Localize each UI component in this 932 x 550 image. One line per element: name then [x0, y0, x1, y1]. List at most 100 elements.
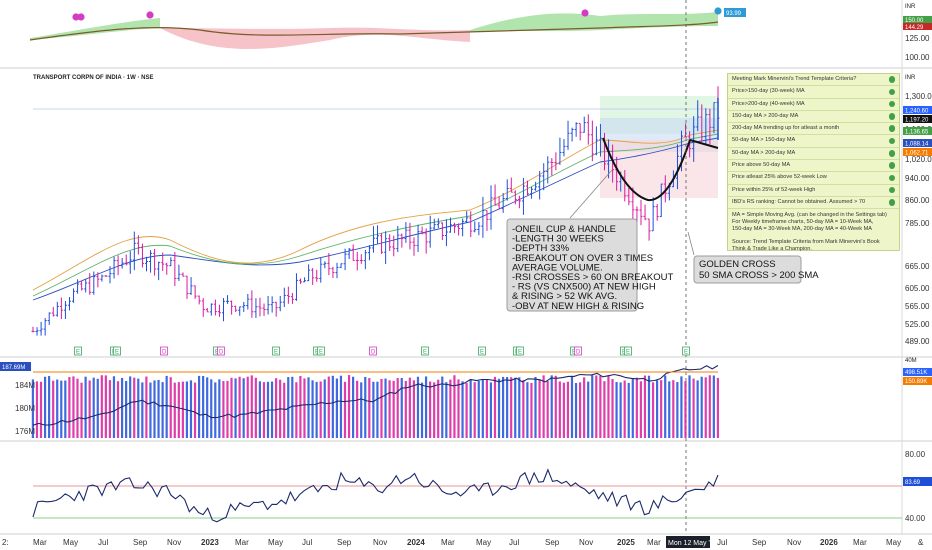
- volume-bar: [173, 382, 176, 438]
- earnings-marker[interactable]: [272, 346, 280, 356]
- volume-bar: [603, 381, 606, 438]
- earnings-marker[interactable]: [624, 346, 632, 356]
- volume-bar: [153, 380, 156, 438]
- volume-bar: [412, 380, 416, 438]
- volume-bar: [169, 377, 172, 438]
- price-axis-tick: 605.00: [905, 284, 930, 293]
- earnings-marker[interactable]: [113, 346, 121, 356]
- price-axis-tick: 565.00: [905, 302, 930, 311]
- criteria-label: IBD's RS ranking: Cannot be obtained. As…: [732, 198, 866, 205]
- volume-bar: [311, 380, 314, 438]
- volume-bar: [615, 382, 618, 438]
- price-tag-bg: [903, 127, 932, 135]
- criteria-label: Price>150-day (30-week) MA: [732, 88, 805, 95]
- volume-bar: [518, 377, 521, 438]
- volume-bar: [672, 380, 675, 438]
- volume-bar: [485, 379, 488, 438]
- rsi-tick: 80.00: [905, 450, 926, 459]
- volume-bar: [250, 375, 253, 438]
- criteria-pass-icon: [888, 186, 895, 194]
- main-price-axis: 1,300.001,160.001,020.00940.00860.00785.…: [905, 92, 932, 346]
- criteria-row: 150-day MA > 200-day MA: [728, 111, 899, 124]
- event-marker-label: E: [215, 350, 219, 356]
- rsi-pane: 80.00 40.00 83.69: [32, 450, 932, 523]
- criteria-pass-icon: [888, 150, 895, 157]
- volume-bar: [574, 382, 578, 438]
- earnings-marker[interactable]: [421, 346, 429, 356]
- top-tick: 100.00: [905, 53, 930, 62]
- instrument-title: TRANSPORT CORPN OF INDIA · 1W · NSE: [33, 75, 153, 81]
- volume-bar: [595, 375, 598, 438]
- event-marker-label: E: [626, 350, 630, 356]
- rsi-tick: 40.00: [905, 514, 926, 523]
- dividend-marker[interactable]: [160, 346, 168, 356]
- annotation-line: -OBV AT NEW HIGH & RISING: [512, 301, 644, 312]
- volume-bar: [570, 375, 574, 438]
- volume-bar: [149, 382, 152, 438]
- volume-bar: [327, 376, 330, 438]
- volume-bar: [343, 381, 347, 438]
- obv-value-bg: [0, 362, 31, 371]
- earnings-marker[interactable]: [478, 346, 486, 356]
- time-axis-label: Mar: [853, 538, 867, 547]
- handle-line: [689, 139, 719, 149]
- criteria-pass-icon: [888, 76, 895, 83]
- volume-bar: [514, 377, 517, 438]
- volume-bar: [429, 381, 432, 438]
- price-tag-bg: [903, 115, 932, 123]
- volume-bar: [562, 382, 565, 438]
- event-marker-label: E: [274, 350, 278, 356]
- volume-bar: [404, 380, 407, 438]
- volume-bar: [64, 380, 67, 438]
- volume-bar: [712, 375, 715, 438]
- rs-area-red: [160, 27, 470, 49]
- rsi-value: 83.69: [905, 480, 921, 486]
- price-axis-tick: 1,020.00: [905, 155, 932, 164]
- price-axis-tick: 525.00: [905, 320, 930, 329]
- rs-area-green-1: [30, 18, 160, 40]
- volume-bar: [364, 376, 367, 438]
- volume-bar: [76, 378, 79, 438]
- crosshair-date-bg: [666, 536, 710, 548]
- price-tag-bg: [903, 139, 932, 147]
- dividend-marker[interactable]: [574, 346, 582, 356]
- volume-bar: [43, 376, 47, 438]
- volume-bar: [465, 382, 468, 438]
- earnings-marker[interactable]: [317, 346, 325, 356]
- volume-bar: [501, 376, 505, 438]
- rs-new-high-dot: [72, 13, 80, 21]
- volume-bar: [193, 382, 197, 438]
- volume-bar: [295, 382, 298, 438]
- criteria-label: 50-day MA > 150-day MA: [732, 137, 796, 144]
- annotation-line: -ONEIL CUP & HANDLE: [512, 224, 616, 235]
- earnings-marker[interactable]: [74, 346, 82, 356]
- annotation-line: AVERAGE VOLUME.: [512, 262, 603, 273]
- volume-bar: [222, 381, 225, 438]
- criteria-pass-icon: [888, 199, 895, 206]
- volume-bar: [506, 377, 509, 438]
- criteria-row: 200-day MA trending up for atleast a mon…: [728, 123, 899, 136]
- volume-bar: [335, 378, 338, 438]
- golden-cross-box: [693, 255, 802, 284]
- event-marker-label: E: [684, 350, 688, 356]
- volume-bar: [546, 380, 549, 438]
- annotation-line: -BREAKOUT ON OVER 3 TIMES: [512, 253, 653, 264]
- time-axis-label: Jul: [302, 538, 312, 547]
- earnings-marker[interactable]: [682, 346, 690, 356]
- volume-bar: [347, 375, 351, 438]
- cross-pointer: [687, 231, 695, 256]
- dividend-marker[interactable]: [217, 346, 225, 356]
- volume-bar: [538, 379, 541, 438]
- volume-tick: 180M: [15, 404, 35, 413]
- volume-bar: [420, 382, 424, 438]
- dividend-marker[interactable]: [369, 346, 377, 356]
- earnings-marker[interactable]: [516, 346, 524, 356]
- price-axis-tick: 489.00: [905, 337, 930, 346]
- volume-bar: [526, 382, 529, 438]
- volume-bar: [137, 378, 140, 438]
- price-axis-tick: 1,300.00: [905, 92, 932, 101]
- criteria-row: Price within 25% of 52-week High: [728, 185, 899, 197]
- volume-bar: [388, 380, 391, 438]
- volume-bar: [522, 380, 525, 438]
